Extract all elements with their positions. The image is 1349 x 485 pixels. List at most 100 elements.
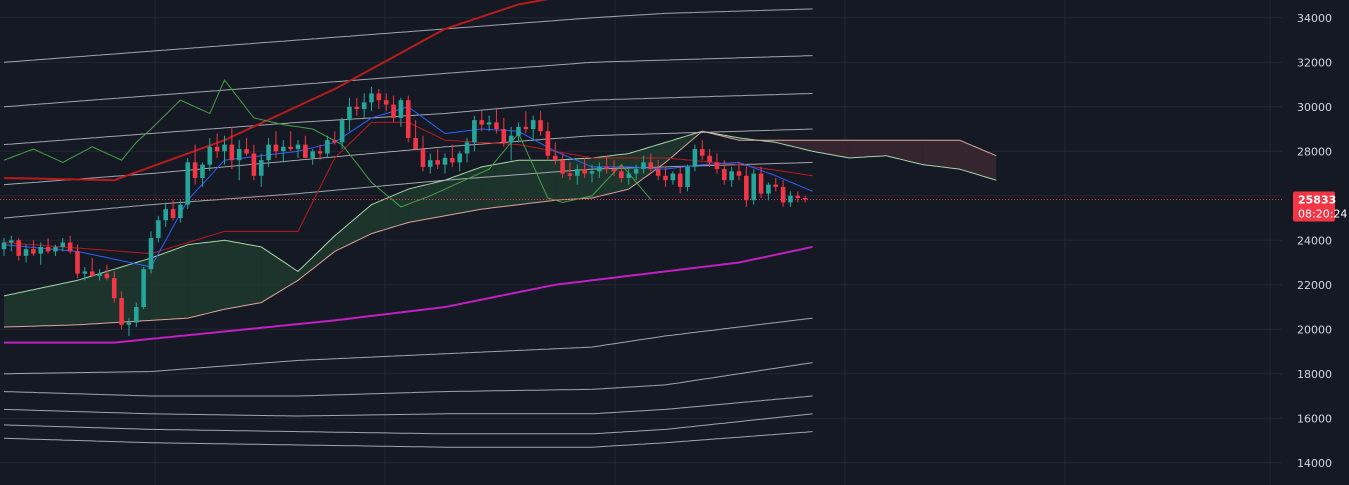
candle[interactable]: [192, 144, 198, 185]
candle[interactable]: [802, 195, 808, 203]
candle[interactable]: [332, 131, 338, 145]
candle[interactable]: [295, 140, 301, 158]
candle[interactable]: [420, 135, 426, 172]
candle[interactable]: [251, 144, 257, 181]
candle[interactable]: [773, 177, 779, 192]
candle[interactable]: [736, 162, 742, 181]
candle[interactable]: [626, 166, 632, 185]
candle[interactable]: [45, 238, 51, 254]
candle[interactable]: [611, 160, 617, 176]
candle[interactable]: [170, 200, 176, 221]
candle[interactable]: [200, 162, 205, 187]
candle[interactable]: [214, 133, 220, 158]
candle[interactable]: [222, 135, 227, 165]
candle[interactable]: [699, 140, 705, 161]
candle[interactable]: [523, 111, 529, 134]
candle[interactable]: [82, 266, 88, 281]
candle[interactable]: [744, 166, 749, 207]
candle[interactable]: [354, 97, 360, 116]
candle[interactable]: [751, 169, 756, 205]
candle[interactable]: [229, 126, 235, 170]
candle[interactable]: [75, 244, 80, 279]
candle[interactable]: [707, 149, 712, 167]
candle[interactable]: [89, 258, 95, 276]
candle[interactable]: [788, 191, 793, 207]
candle[interactable]: [266, 137, 271, 167]
candle[interactable]: [273, 131, 279, 158]
candle[interactable]: [134, 302, 139, 328]
candle[interactable]: [339, 117, 345, 150]
candle[interactable]: [347, 97, 352, 132]
candle[interactable]: [560, 153, 565, 178]
candle[interactable]: [589, 164, 595, 183]
candle[interactable]: [670, 171, 676, 185]
candle[interactable]: [23, 244, 29, 263]
candle[interactable]: [310, 149, 315, 165]
candle[interactable]: [663, 166, 668, 187]
candle[interactable]: [582, 157, 587, 178]
candle[interactable]: [236, 140, 242, 181]
candle[interactable]: [141, 266, 146, 310]
candle[interactable]: [148, 231, 154, 274]
candle[interactable]: [648, 153, 654, 172]
candle[interactable]: [38, 242, 44, 265]
candle[interactable]: [457, 151, 462, 172]
candle[interactable]: [398, 97, 404, 127]
y-axis[interactable]: 1400016000180002000022000240002600028000…: [1297, 12, 1332, 470]
candle[interactable]: [383, 93, 389, 112]
candle[interactable]: [97, 269, 102, 281]
candle[interactable]: [413, 120, 418, 150]
candle[interactable]: [53, 244, 58, 256]
candle[interactable]: [722, 160, 727, 185]
candle[interactable]: [258, 153, 264, 187]
candle[interactable]: [428, 153, 433, 174]
candle[interactable]: [442, 153, 448, 174]
candle[interactable]: [494, 109, 499, 134]
candle[interactable]: [677, 166, 683, 194]
candle[interactable]: [472, 115, 477, 152]
candle[interactable]: [178, 200, 183, 223]
candle[interactable]: [758, 166, 764, 199]
candle[interactable]: [119, 291, 124, 330]
candle[interactable]: [361, 93, 367, 118]
candle[interactable]: [795, 191, 801, 203]
candle[interactable]: [207, 137, 213, 172]
candle[interactable]: [633, 164, 639, 181]
candle[interactable]: [604, 155, 609, 174]
candle[interactable]: [450, 144, 455, 167]
candle[interactable]: [9, 235, 14, 252]
candle[interactable]: [303, 135, 308, 158]
candle[interactable]: [538, 111, 543, 136]
candle[interactable]: [163, 202, 168, 227]
candle[interactable]: [501, 117, 507, 147]
candle[interactable]: [185, 157, 191, 210]
candle[interactable]: [729, 166, 734, 187]
candle[interactable]: [530, 115, 536, 141]
candle[interactable]: [111, 271, 117, 303]
candle[interactable]: [575, 164, 580, 185]
candle[interactable]: [685, 164, 690, 192]
candle[interactable]: [288, 131, 293, 152]
candle[interactable]: [545, 122, 551, 161]
candle[interactable]: [1, 238, 7, 256]
candle[interactable]: [369, 86, 374, 112]
candle[interactable]: [104, 264, 110, 281]
candle[interactable]: [464, 137, 470, 163]
candle[interactable]: [435, 149, 440, 170]
candle[interactable]: [156, 215, 161, 243]
candle[interactable]: [567, 162, 573, 181]
candle[interactable]: [714, 153, 720, 174]
candle[interactable]: [655, 160, 661, 181]
candle[interactable]: [479, 111, 485, 132]
candle[interactable]: [508, 126, 514, 161]
candle[interactable]: [16, 238, 21, 261]
candle[interactable]: [641, 155, 646, 174]
candle[interactable]: [552, 142, 558, 165]
candle[interactable]: [391, 95, 396, 123]
candle[interactable]: [692, 144, 698, 172]
candle[interactable]: [244, 137, 249, 156]
candle[interactable]: [486, 115, 492, 132]
candle[interactable]: [325, 135, 330, 158]
